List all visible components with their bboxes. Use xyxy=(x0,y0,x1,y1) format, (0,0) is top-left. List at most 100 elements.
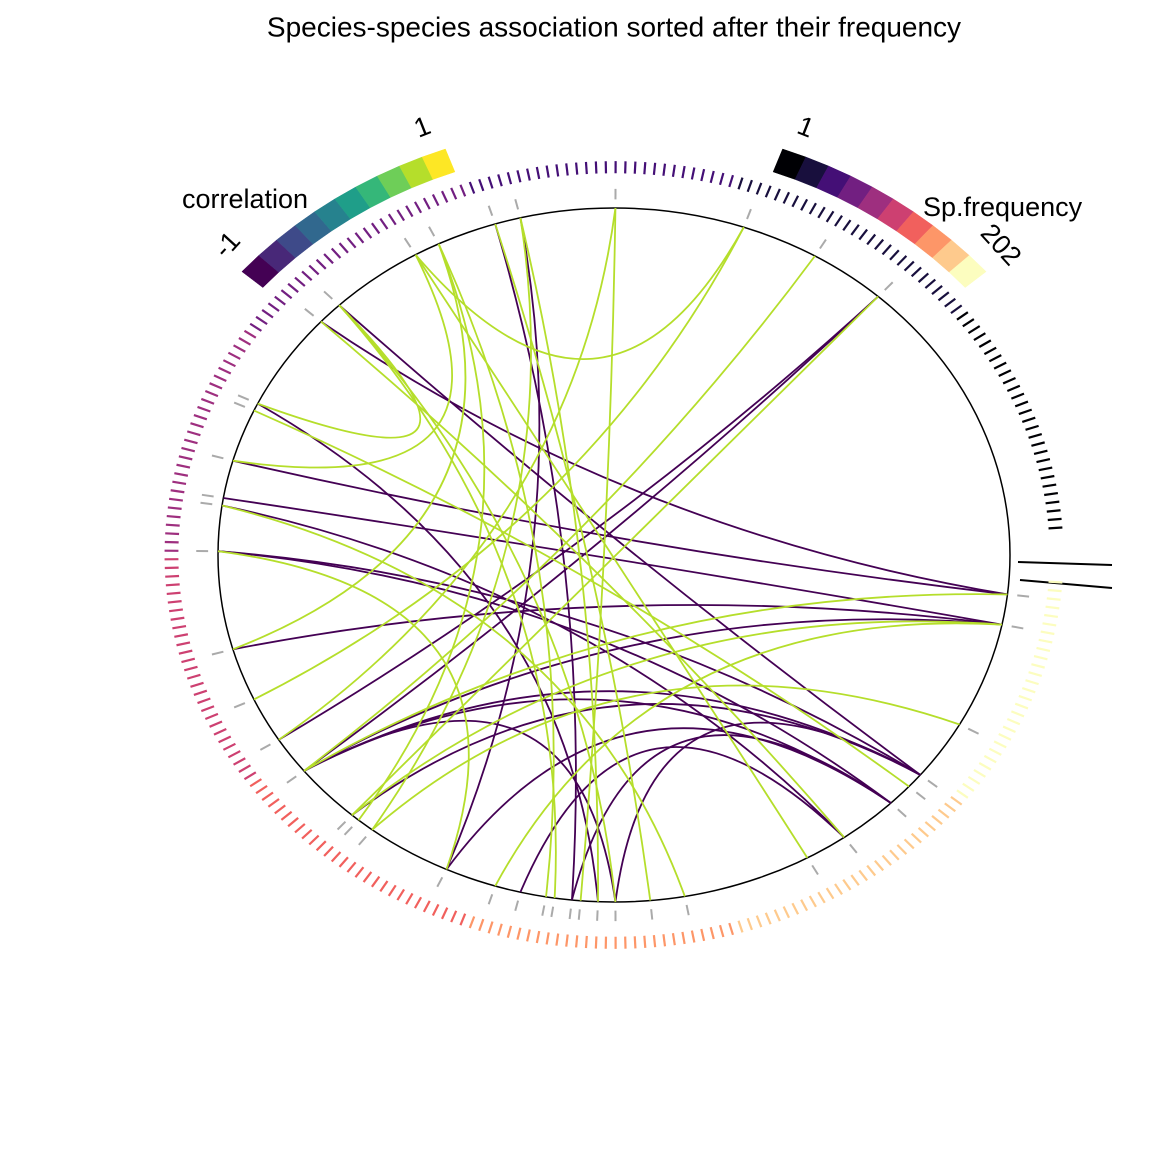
species-tick xyxy=(1021,416,1036,423)
link-end-tick xyxy=(915,791,926,801)
species-tick xyxy=(274,804,286,815)
species-tick xyxy=(782,191,791,204)
species-tick xyxy=(172,480,187,486)
species-tick xyxy=(800,899,809,912)
species-tick xyxy=(671,933,676,946)
link-end-tick xyxy=(200,501,213,506)
species-tick xyxy=(858,869,868,882)
chord xyxy=(232,459,1008,596)
species-tick xyxy=(294,276,306,287)
species-tick xyxy=(287,282,299,293)
species-tick xyxy=(243,329,257,339)
species-tick xyxy=(700,928,706,942)
species-tick xyxy=(176,463,191,469)
chord xyxy=(320,320,845,838)
species-tick xyxy=(227,351,241,360)
chord xyxy=(303,690,921,776)
species-tick xyxy=(183,665,198,672)
legend-title: Sp.frequency xyxy=(923,192,1083,222)
species-tick xyxy=(643,162,647,175)
species-tick xyxy=(555,933,560,946)
link-end-tick xyxy=(685,904,690,916)
link-end-tick xyxy=(884,281,894,291)
species-tick xyxy=(167,506,182,510)
species-tick xyxy=(168,608,183,613)
chord xyxy=(445,727,892,870)
species-tick xyxy=(422,197,431,210)
species-tick xyxy=(233,757,246,766)
species-tick xyxy=(431,194,440,207)
species-tick xyxy=(956,789,969,799)
link-end-tick xyxy=(201,493,214,498)
species-tick xyxy=(988,747,1002,756)
species-tick xyxy=(1048,580,1063,584)
species-tick xyxy=(200,705,215,713)
chord xyxy=(351,703,921,816)
species-tick xyxy=(249,778,262,788)
species-tick xyxy=(405,892,414,905)
species-tick xyxy=(866,233,877,246)
species-tick xyxy=(459,184,467,197)
species-tick xyxy=(165,583,180,587)
chord xyxy=(351,295,879,816)
species-tick xyxy=(280,810,293,821)
species-tick xyxy=(652,934,657,948)
species-tick xyxy=(1045,500,1060,505)
species-tick xyxy=(881,244,892,256)
species-tick xyxy=(255,315,268,326)
species-tick xyxy=(681,931,686,945)
species-tick xyxy=(440,190,449,203)
species-tick xyxy=(924,278,936,289)
species-tick xyxy=(937,808,950,819)
species-tick xyxy=(193,689,208,697)
species-tick xyxy=(962,782,975,792)
species-tick xyxy=(176,641,191,647)
species-tick xyxy=(1002,376,1016,385)
species-tick xyxy=(338,856,349,868)
legend-tick-label: 202 xyxy=(975,218,1028,271)
species-tick xyxy=(910,266,922,278)
species-tick xyxy=(874,859,885,872)
chord xyxy=(257,402,599,902)
species-tick xyxy=(222,359,236,368)
link-end-tick xyxy=(487,893,494,905)
species-tick xyxy=(1044,613,1059,619)
link-end-tick xyxy=(304,308,315,317)
link-end-tick xyxy=(577,909,581,920)
species-tick xyxy=(181,657,196,664)
species-tick xyxy=(181,446,196,453)
species-tick xyxy=(917,272,930,283)
chord xyxy=(253,226,745,701)
chord xyxy=(278,295,879,741)
species-tick xyxy=(197,697,211,705)
species-tick xyxy=(681,165,686,179)
species-tick xyxy=(1042,622,1057,627)
chord xyxy=(217,550,470,870)
species-tick xyxy=(249,322,262,332)
species-tick xyxy=(643,935,647,948)
species-tick xyxy=(362,871,373,883)
legend-tick-label: 1 xyxy=(410,110,435,143)
chord xyxy=(351,620,1003,816)
legend-swatch xyxy=(421,148,456,180)
species-tick xyxy=(998,733,1012,741)
species-tick xyxy=(526,929,531,942)
species-tick xyxy=(413,201,423,214)
species-tick xyxy=(962,318,975,328)
species-tick xyxy=(584,935,588,949)
species-tick xyxy=(690,930,696,943)
chord xyxy=(253,409,910,788)
species-tick xyxy=(983,346,997,356)
species-tick xyxy=(1010,392,1025,400)
link-end-tick xyxy=(487,205,494,217)
species-tick xyxy=(1031,441,1045,447)
chord xyxy=(232,254,453,469)
species-tick xyxy=(1014,702,1029,710)
chord xyxy=(571,734,892,901)
species-tick xyxy=(178,649,193,655)
species-tick xyxy=(718,924,725,938)
species-tick xyxy=(287,817,299,828)
species-tick xyxy=(183,438,198,445)
species-tick xyxy=(565,163,569,176)
species-tick xyxy=(1038,466,1053,472)
